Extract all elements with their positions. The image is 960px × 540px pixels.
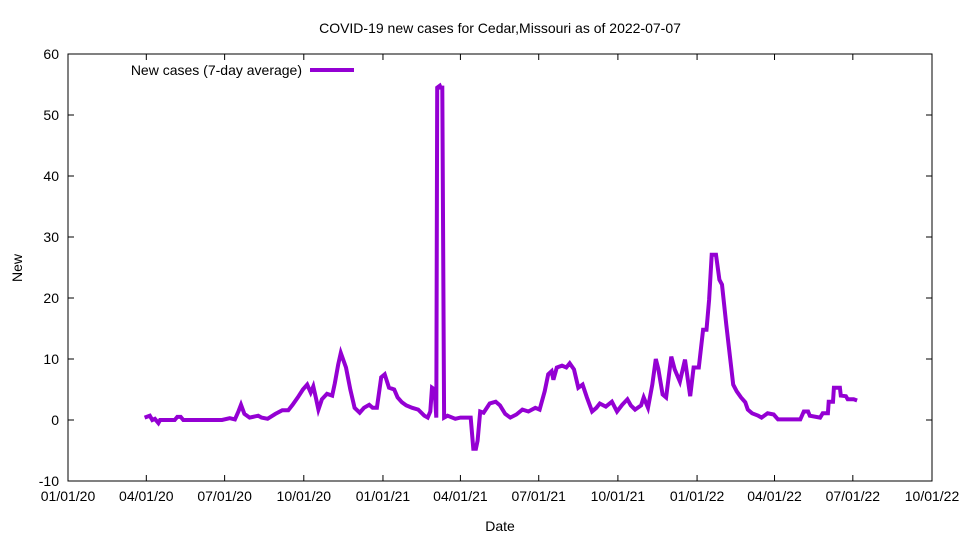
plot-border	[67, 53, 933, 482]
legend-label: New cases (7-day average)	[131, 62, 302, 78]
x-tick-label: 10/01/20	[277, 488, 332, 504]
x-tick-label: 01/01/20	[41, 488, 96, 504]
x-tick-label: 01/01/22	[670, 488, 725, 504]
x-tick-label: 10/01/21	[591, 488, 646, 504]
y-tick-label: 0	[51, 412, 59, 428]
x-tick-label: 01/01/21	[356, 488, 411, 504]
chart-title: COVID-19 new cases for Cedar,Missouri as…	[319, 20, 681, 36]
y-tick-label: 50	[43, 107, 59, 123]
x-tick-label: 07/01/20	[197, 488, 252, 504]
x-tick-label: 04/01/22	[747, 488, 802, 504]
y-tick-label: 20	[43, 290, 59, 306]
y-axis-label: New	[9, 253, 25, 282]
legend: New cases (7-day average)	[131, 62, 354, 78]
x-tick-label: 10/01/22	[905, 488, 960, 504]
x-tick-label: 07/01/21	[511, 488, 566, 504]
series-group	[143, 82, 858, 451]
y-tick-label: 10	[43, 351, 59, 367]
x-axis-label: Date	[485, 518, 515, 534]
x-tick-label: 04/01/21	[433, 488, 488, 504]
x-tick-label: 04/01/20	[119, 488, 174, 504]
series-line	[143, 82, 858, 451]
axes: -10 0 10 20 30 40 50 60 01/01/20 04/01/20 07/01/20…	[39, 46, 960, 504]
y-tick-label: 60	[43, 46, 59, 62]
y-tick-label: 40	[43, 168, 59, 184]
y-tick-label: 30	[43, 229, 59, 245]
x-tick-label: 07/01/22	[826, 488, 881, 504]
y-tick-label: -10	[39, 473, 59, 489]
